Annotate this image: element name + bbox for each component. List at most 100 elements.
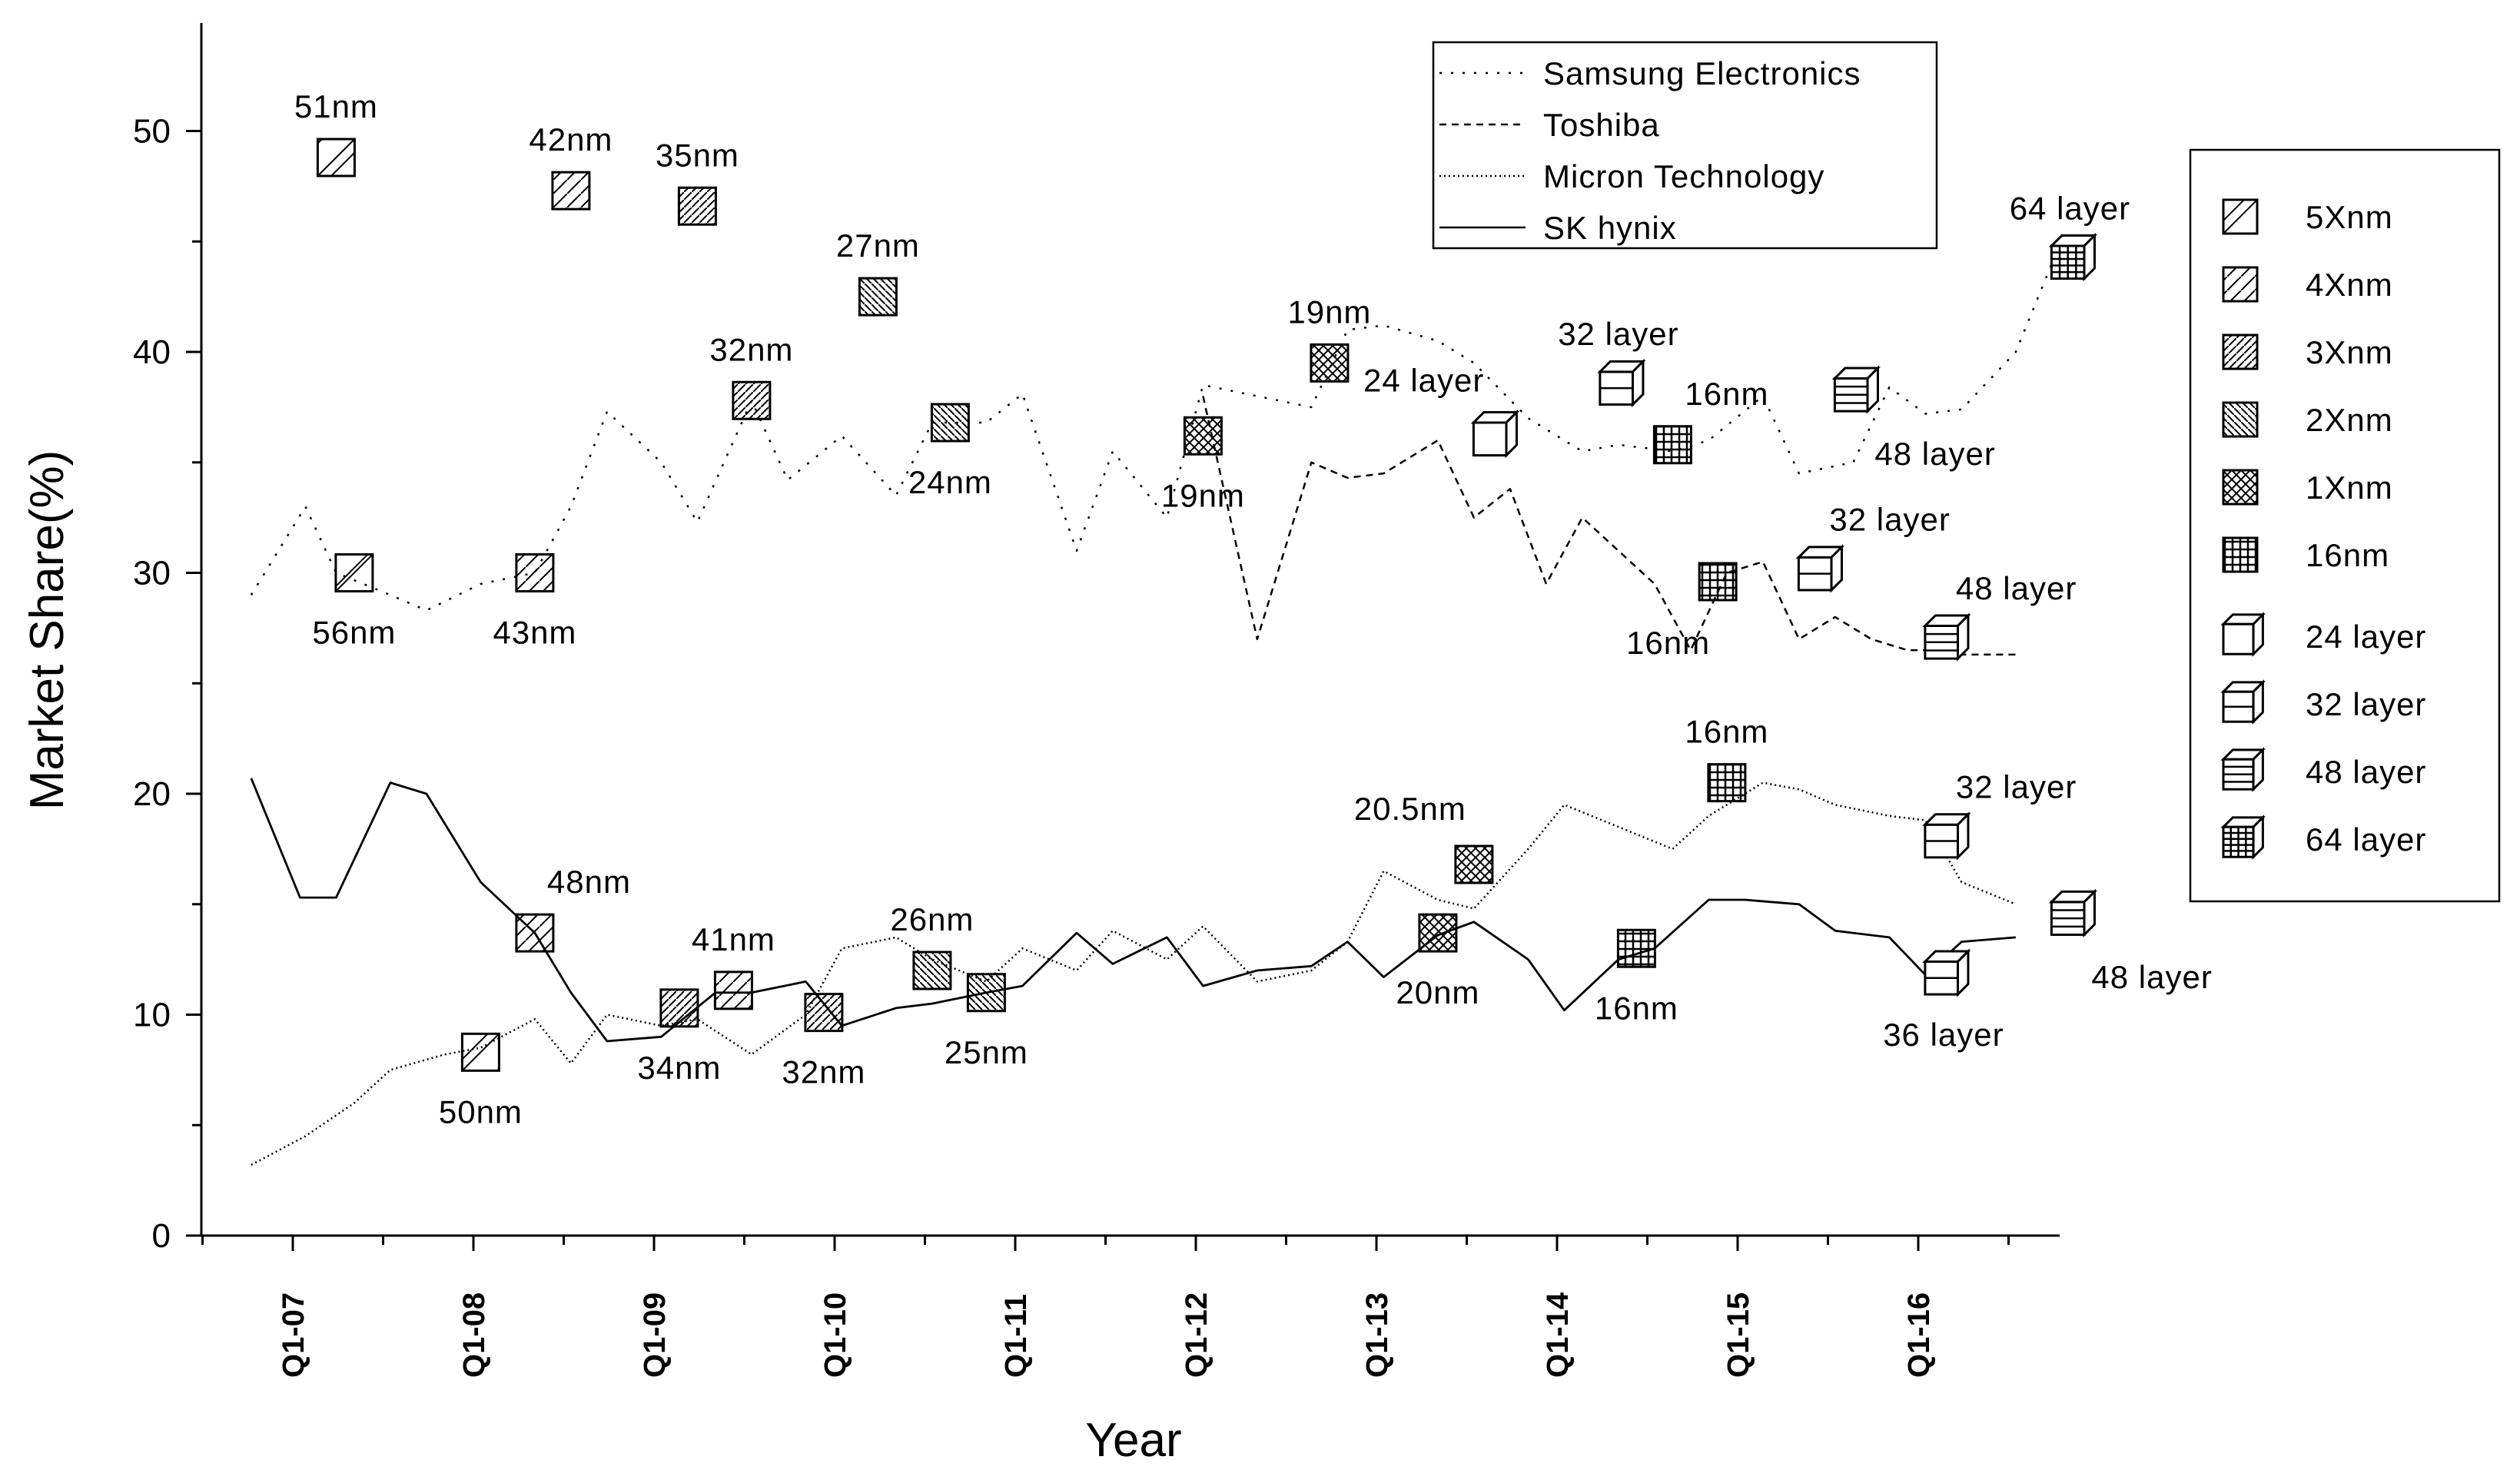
node-label: 32 layer [1558,316,1678,352]
x-axis-title: Year [1085,1414,1181,1467]
node-label: 42nm [529,121,613,158]
node-label: 16nm [1685,714,1768,750]
marker-16 [1652,425,1692,465]
marker-3x [677,186,717,226]
legend-marker-label: 16nm [2306,537,2389,573]
node-label: 36 layer [1883,1017,2004,1053]
marker-4x [2222,266,2259,303]
axes [200,23,2060,1237]
node-label: 25nm [945,1034,1028,1070]
line-legend: Samsung Electronics Toshiba Micron Technol… [1432,41,1938,250]
marker-2x [858,277,898,317]
marker-16 [1698,562,1738,602]
marker-16 [2222,536,2259,573]
marker-5x [460,1032,500,1072]
marker-4x [551,171,591,211]
x-tick-label: Q1-08 [457,1292,491,1378]
x-tick-label: Q1-16 [1902,1292,1936,1378]
node-label: 48nm [547,864,631,900]
legend-marker-label: 32 layer [2306,686,2426,722]
marker-1x [1183,416,1223,456]
y-tick-label: 50 [133,113,171,151]
node-label: 27nm [836,227,920,264]
marker-48l [2048,888,2098,938]
marker-2x [966,973,1006,1013]
marker-3x [732,380,772,420]
node-label: 32 layer [1956,769,2077,805]
node-label: 64 layer [2010,190,2130,226]
series-line-toshiba [1202,396,2016,656]
node-label: 43nm [493,615,576,651]
marker-48l [1922,612,1971,662]
marker-1x [1454,844,1494,884]
marker-3x [2222,333,2259,370]
x-tick-label: Q1-15 [1722,1292,1755,1378]
marker-2x [930,403,970,443]
node-label: 32 layer [1829,502,1950,538]
x-tick-label: Q1-12 [1180,1292,1214,1378]
legend-marker-label: 24 layer [2306,619,2426,655]
x-ticks: Q1-07 Q1-08 Q1-09 Q1-10 Q1-11 Q1-12 Q1-13 Q1-14… [201,1236,2010,1378]
legend-marker-label: 3Xnm [2306,334,2393,370]
node-label: 41nm [692,921,775,957]
node-label: 24 layer [1363,362,1484,398]
x-tick-label: Q1-11 [999,1294,1033,1378]
y-tick-label: 0 [152,1217,171,1255]
series-lines [250,263,2054,1166]
marker-2x [2222,401,2259,438]
y-tick-label: 30 [133,555,171,592]
node-label: 26nm [890,901,974,937]
marker-48l [2220,747,2266,792]
line-legend-box [1432,41,1938,250]
node-label: 48 layer [1956,570,2077,606]
legend-line-label: Samsung Electronics [1543,55,1861,91]
marker-32l [1922,948,1971,997]
x-tick-label: Q1-10 [818,1292,852,1378]
legend-marker-label: 1Xnm [2306,469,2393,506]
node-label: 16nm [1685,376,1768,412]
node-label: 34nm [637,1050,721,1086]
node-label: 35nm [656,137,739,173]
node-label: 19nm [1287,294,1371,330]
marker-32l [1597,358,1646,408]
series-line-micron-technology [251,781,2017,1166]
marker-3x [659,988,699,1028]
marker-4x [515,913,555,953]
x-tick-label: Q1-09 [638,1292,672,1378]
marker-48l [1831,365,1881,414]
legend-line-label: SK hynix [1543,210,1677,246]
legend-marker-label: 48 layer [2306,754,2426,790]
marker-4x [713,970,753,1010]
legend-marker-label: 2Xnm [2306,402,2393,438]
marker-16 [1707,763,1747,803]
y-tick-label: 10 [133,997,171,1034]
x-tick-label: Q1-07 [277,1292,310,1378]
node-label: 32nm [782,1054,865,1090]
node-label: 32nm [709,331,793,367]
series-line-sk-hynix [250,778,2017,1043]
legend-marker-label: 5Xnm [2306,199,2393,235]
node-label: 50nm [439,1093,523,1130]
marker-5x [2222,198,2259,235]
legend-marker-label: 64 layer [2306,821,2426,858]
node-label: 20nm [1396,974,1479,1010]
node-label: 19nm [1161,477,1245,513]
marker-32l [2220,679,2266,725]
y-axis-title: Market Share(%) [21,450,74,811]
marker-1x [1310,343,1350,383]
marker-16 [1616,928,1656,968]
marker-5x [316,138,356,177]
y-tick-label: 40 [133,333,171,371]
marker-32l [1795,544,1845,593]
marker-64l [2048,232,2098,282]
node-label: 16nm [1595,990,1678,1026]
node-label: 51nm [294,88,378,124]
marker-4x [515,553,555,592]
x-tick-label: Q1-13 [1360,1292,1394,1378]
node-label: 48 layer [2091,959,2212,995]
marker-5x [334,553,374,592]
x-tick-label: Q1-14 [1541,1292,1575,1378]
marker-legend: 5Xnm 4Xnm 3Xnm 2Xnm 1Xnm 16nm 24 layer 32 layer… [2189,148,2501,903]
